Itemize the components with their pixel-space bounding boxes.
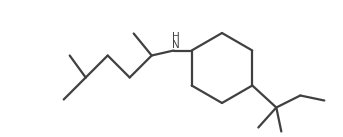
Text: H: H (172, 32, 180, 42)
Text: N: N (172, 39, 180, 49)
